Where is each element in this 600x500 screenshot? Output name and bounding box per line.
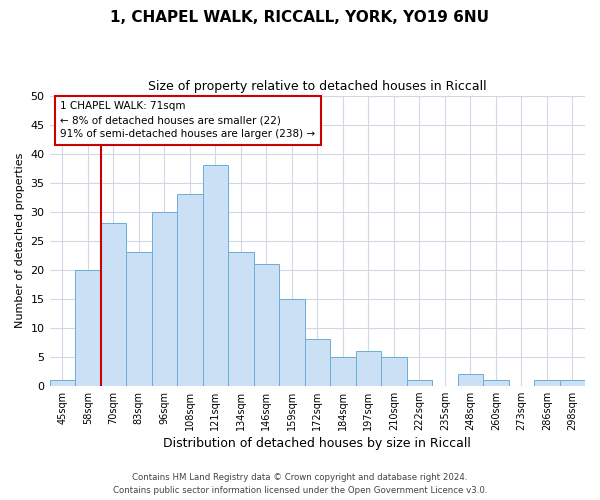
Bar (75, 270, 101, 386)
Bar (254, 264, 279, 386)
Bar (228, 252, 254, 386)
Bar (177, 194, 203, 386)
Title: Size of property relative to detached houses in Riccall: Size of property relative to detached ho… (148, 80, 487, 93)
Bar (305, 340, 330, 386)
Text: 1 CHAPEL WALK: 71sqm
← 8% of detached houses are smaller (22)
91% of semi-detach: 1 CHAPEL WALK: 71sqm ← 8% of detached ho… (60, 102, 316, 140)
Bar (152, 212, 177, 386)
Bar (534, 380, 560, 386)
Bar (458, 374, 483, 386)
Bar (330, 356, 356, 386)
Bar (203, 165, 228, 386)
Bar (407, 380, 432, 386)
Bar (101, 223, 126, 386)
Bar (126, 252, 152, 386)
X-axis label: Distribution of detached houses by size in Riccall: Distribution of detached houses by size … (163, 437, 471, 450)
Y-axis label: Number of detached properties: Number of detached properties (15, 153, 25, 328)
Bar (381, 356, 407, 386)
Text: 1, CHAPEL WALK, RICCALL, YORK, YO19 6NU: 1, CHAPEL WALK, RICCALL, YORK, YO19 6NU (110, 10, 490, 25)
Bar (356, 351, 381, 386)
Bar (279, 298, 305, 386)
Bar (483, 380, 509, 386)
Text: Contains HM Land Registry data © Crown copyright and database right 2024.
Contai: Contains HM Land Registry data © Crown c… (113, 474, 487, 495)
Bar (50, 380, 75, 386)
Bar (560, 380, 585, 386)
